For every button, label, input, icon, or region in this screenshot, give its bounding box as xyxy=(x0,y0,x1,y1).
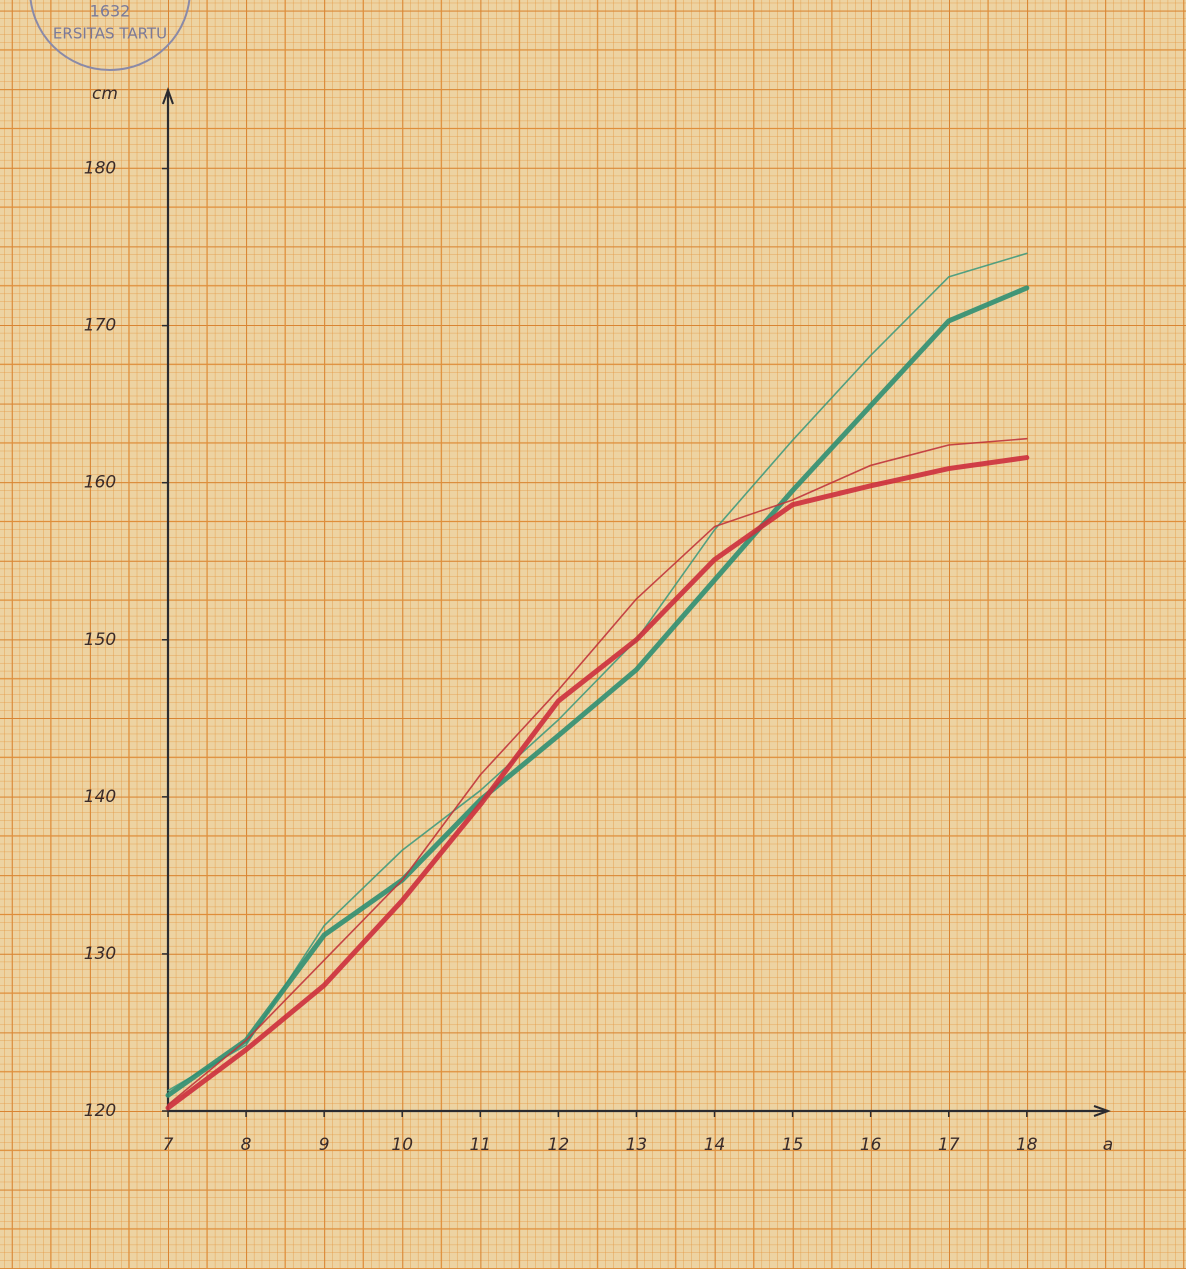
series-line xyxy=(167,252,1028,1092)
x-tick-label: 7 xyxy=(163,1135,174,1155)
x-tick-label: 13 xyxy=(626,1135,648,1155)
y-axis-label: cm xyxy=(92,84,118,104)
x-tick-label: 11 xyxy=(469,1135,491,1155)
stamp-text: ERSITAS TARTU xyxy=(53,25,167,43)
series-line xyxy=(167,437,1028,1106)
plot: cm a 120 130 140 150 160 170 180 7 8 9 10 11 12 13 14 15 1… xyxy=(84,84,1113,1155)
y-tick-label: 150 xyxy=(84,630,116,650)
series-line xyxy=(165,285,1030,1098)
series-line xyxy=(165,455,1030,1111)
y-tick-label: 120 xyxy=(84,1101,116,1121)
x-tick-label: 17 xyxy=(938,1135,960,1155)
stamp-ring xyxy=(29,0,191,71)
x-tick-label: 9 xyxy=(319,1135,330,1155)
y-tick-label: 140 xyxy=(84,787,116,807)
y-tick-label: 160 xyxy=(84,473,116,493)
x-tick-label: 18 xyxy=(1016,1135,1038,1155)
x-tick-label: 16 xyxy=(860,1135,882,1155)
y-tick-label: 180 xyxy=(84,159,116,179)
x-tick-label: 8 xyxy=(241,1135,252,1155)
stamp-year: 1632 xyxy=(90,2,131,21)
y-tick-label: 130 xyxy=(84,944,116,964)
x-tick-label: 12 xyxy=(548,1135,570,1155)
x-axis-label: a xyxy=(1103,1135,1113,1155)
x-tick-label: 14 xyxy=(704,1135,726,1155)
x-arrow xyxy=(1093,1105,1111,1117)
x-tick-label: 10 xyxy=(391,1135,413,1155)
stamp: 1632 ERSITAS TARTU xyxy=(29,0,191,71)
x-tick-label: 15 xyxy=(782,1135,804,1155)
y-tick-label: 170 xyxy=(84,316,116,336)
y-arrow xyxy=(162,87,174,105)
